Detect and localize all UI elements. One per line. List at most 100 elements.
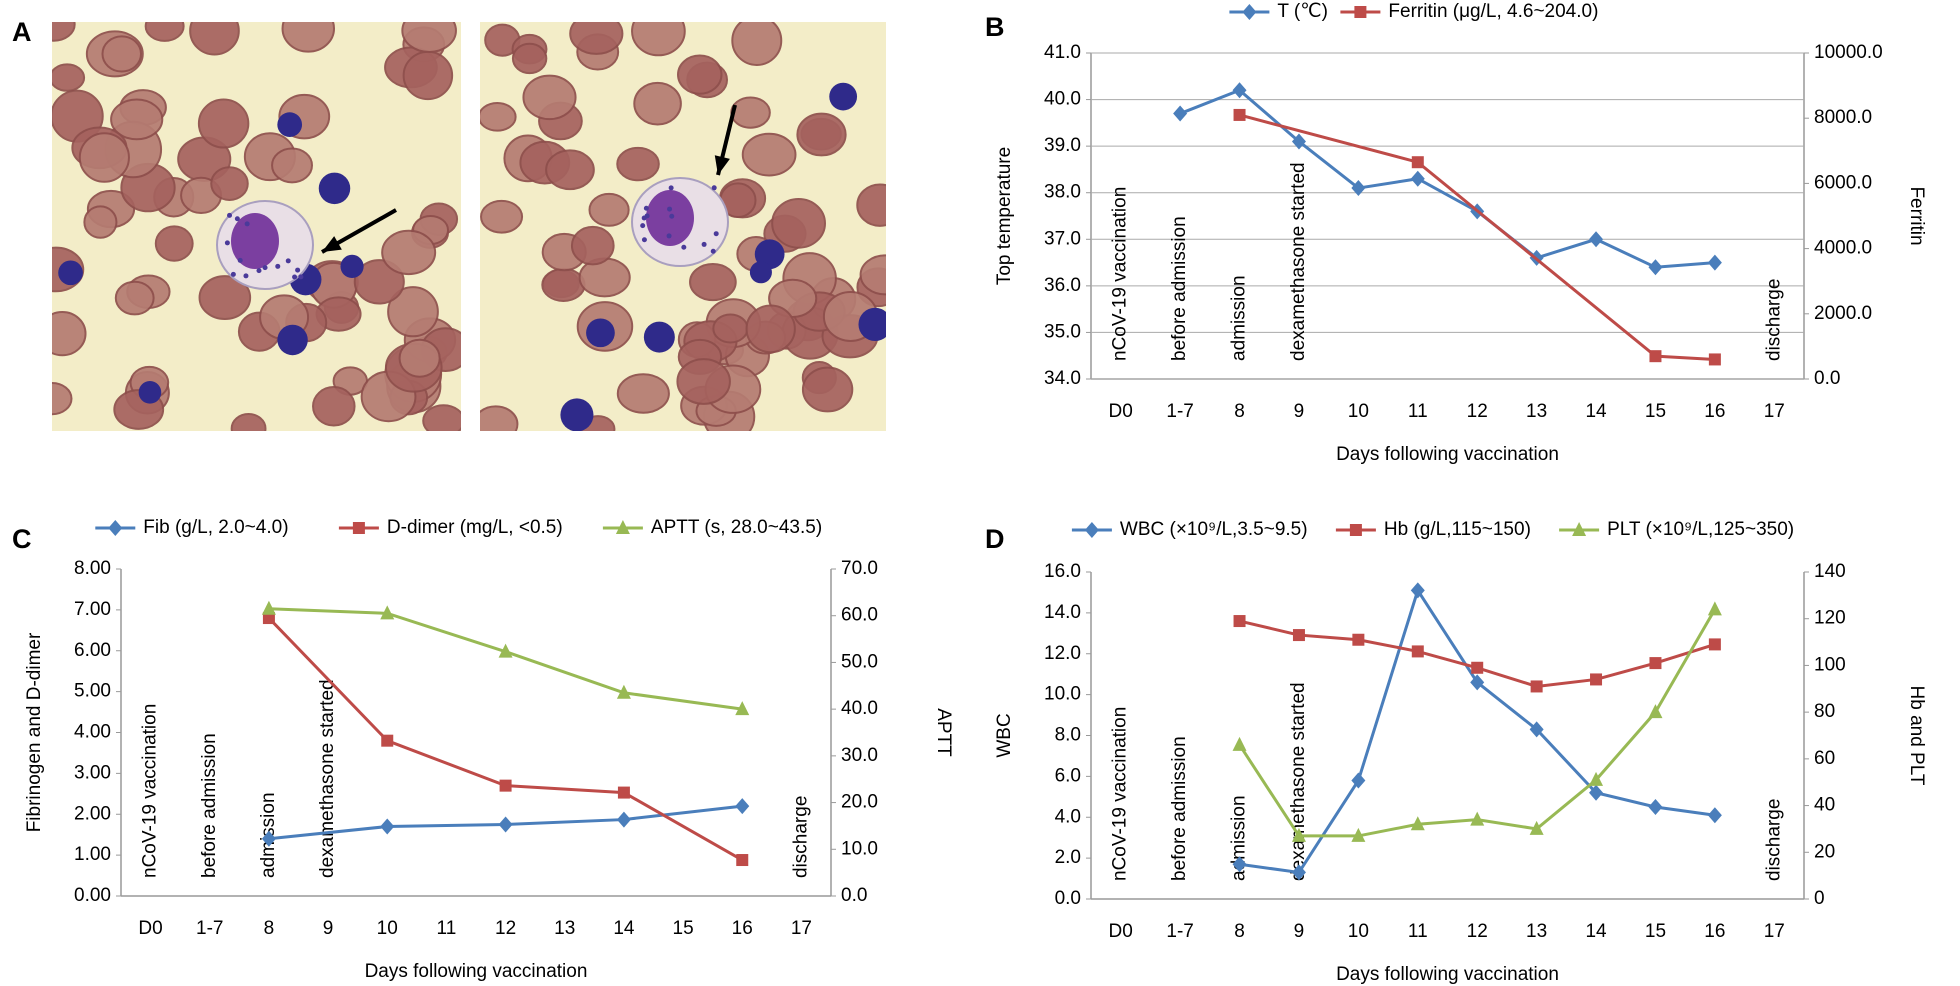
legend-label: D-dimer (mg/L, <0.5) <box>387 517 563 538</box>
granule <box>275 263 281 269</box>
lymphocyte <box>829 82 858 111</box>
granule <box>669 213 675 219</box>
red-cell <box>616 373 670 414</box>
y-tick-label: 12.0 <box>1044 643 1081 664</box>
red-cell <box>731 22 783 66</box>
marker <box>1649 350 1662 363</box>
y-tick-label: 38.0 <box>1044 182 1081 203</box>
x-tick-label: 11 <box>1408 401 1428 422</box>
x-tick-label: 9 <box>323 918 334 939</box>
red-cell <box>676 358 731 405</box>
x-axis-label: Days following vaccination <box>365 961 588 982</box>
chart: 34.0 35.0 36.0 37.0 38.0 39.0 40.0 41.0 0.0 2000.… <box>994 1 1927 465</box>
annotation: discharge <box>1763 279 1784 361</box>
red-cell <box>198 275 252 321</box>
marker <box>498 816 513 833</box>
panel-label: C <box>12 524 32 554</box>
series-line <box>268 607 743 711</box>
y-tick-label: 34.0 <box>1044 368 1081 389</box>
marker <box>1411 645 1424 658</box>
annotation: discharge <box>790 796 811 878</box>
red-cell <box>312 386 356 427</box>
marker <box>262 612 275 625</box>
red-cell <box>52 22 76 42</box>
y2-tick-label: 0.0 <box>1814 368 1840 389</box>
x-tick-label: 14 <box>613 918 635 939</box>
y-tick-label: 0.0 <box>1055 888 1081 909</box>
legend-label: WBC (×10⁹/L,3.5~9.5) <box>1120 519 1308 540</box>
x-tick-label: 12 <box>495 918 516 939</box>
marker <box>1470 674 1485 691</box>
legend-label: APTT (s, 28.0~43.5) <box>651 517 822 538</box>
nucleus <box>231 213 279 269</box>
marker <box>381 734 394 747</box>
series-line <box>1238 608 1717 838</box>
y-tick-label: 8.0 <box>1055 725 1081 746</box>
y2-tick-label: 2000.0 <box>1814 303 1872 324</box>
series-line <box>1239 113 1715 361</box>
granule <box>640 223 646 229</box>
y2-axis-label: APTT <box>933 708 954 757</box>
marker <box>1589 784 1604 801</box>
red-cell <box>52 311 87 357</box>
red-cell <box>541 267 586 302</box>
x-tick-label: 1-7 <box>1166 401 1193 422</box>
x-tick-label: 15 <box>1645 921 1666 942</box>
marker <box>1352 633 1365 646</box>
marker <box>616 684 631 699</box>
marker <box>1351 772 1366 789</box>
marker <box>736 854 749 867</box>
lymphocyte <box>277 324 308 356</box>
y-axis-label: Fibrinogen and D-dimer <box>24 632 45 832</box>
marker <box>735 798 750 815</box>
x-axis-label: Days following vaccination <box>1336 964 1559 985</box>
legend-marker <box>1572 522 1587 536</box>
red-cell <box>588 192 630 227</box>
chart: 0.0 2.0 4.0 6.0 8.0 10.0 12.0 14.0 16.0 0 20 40 60 80… <box>994 519 1927 985</box>
granule <box>234 216 240 222</box>
red-cell <box>114 280 155 316</box>
red-cell <box>677 54 723 95</box>
red-cell <box>859 254 886 296</box>
red-cell <box>633 81 682 126</box>
granule <box>641 215 647 221</box>
y-tick-label: 35.0 <box>1044 321 1081 342</box>
x-tick-label: 13 <box>1526 921 1547 942</box>
marker <box>1410 816 1425 831</box>
x-tick-label: D0 <box>1109 921 1133 942</box>
red-cell <box>381 229 437 276</box>
y-tick-label: 8.00 <box>74 558 111 579</box>
y-tick-label: 3.00 <box>74 762 111 783</box>
x-tick-label: 8 <box>264 918 275 939</box>
y-tick-label: 14.0 <box>1044 602 1081 623</box>
marker <box>1233 108 1246 121</box>
red-cell <box>570 225 615 266</box>
x-tick-label: 8 <box>1234 921 1245 942</box>
panel-label: B <box>985 12 1005 42</box>
marker <box>1529 820 1544 835</box>
red-cell <box>144 22 185 42</box>
lymphocyte <box>643 321 675 353</box>
y-tick-label: 16.0 <box>1044 561 1081 582</box>
x-tick-label: 12 <box>1467 921 1488 942</box>
y-tick-label: 7.00 <box>74 599 111 620</box>
red-cell <box>856 183 886 227</box>
granule <box>244 221 250 227</box>
red-cell <box>522 74 577 121</box>
granule <box>292 274 298 280</box>
lymphocyte <box>277 112 303 137</box>
granule <box>224 240 230 246</box>
granule <box>668 185 674 191</box>
red-cell <box>189 22 240 56</box>
annotation: before admission <box>1169 736 1190 881</box>
legend-label: Fib (g/L, 2.0~4.0) <box>143 517 288 538</box>
annotation: nCoV-19 vaccination <box>140 704 161 878</box>
marker <box>261 600 276 615</box>
granule <box>641 237 647 243</box>
x-tick-label: 16 <box>1704 401 1725 422</box>
x-tick-label: 8 <box>1234 401 1245 422</box>
granule <box>710 248 716 254</box>
x-tick-label: D0 <box>1109 401 1133 422</box>
red-cell <box>281 22 336 53</box>
marker <box>1708 638 1721 651</box>
